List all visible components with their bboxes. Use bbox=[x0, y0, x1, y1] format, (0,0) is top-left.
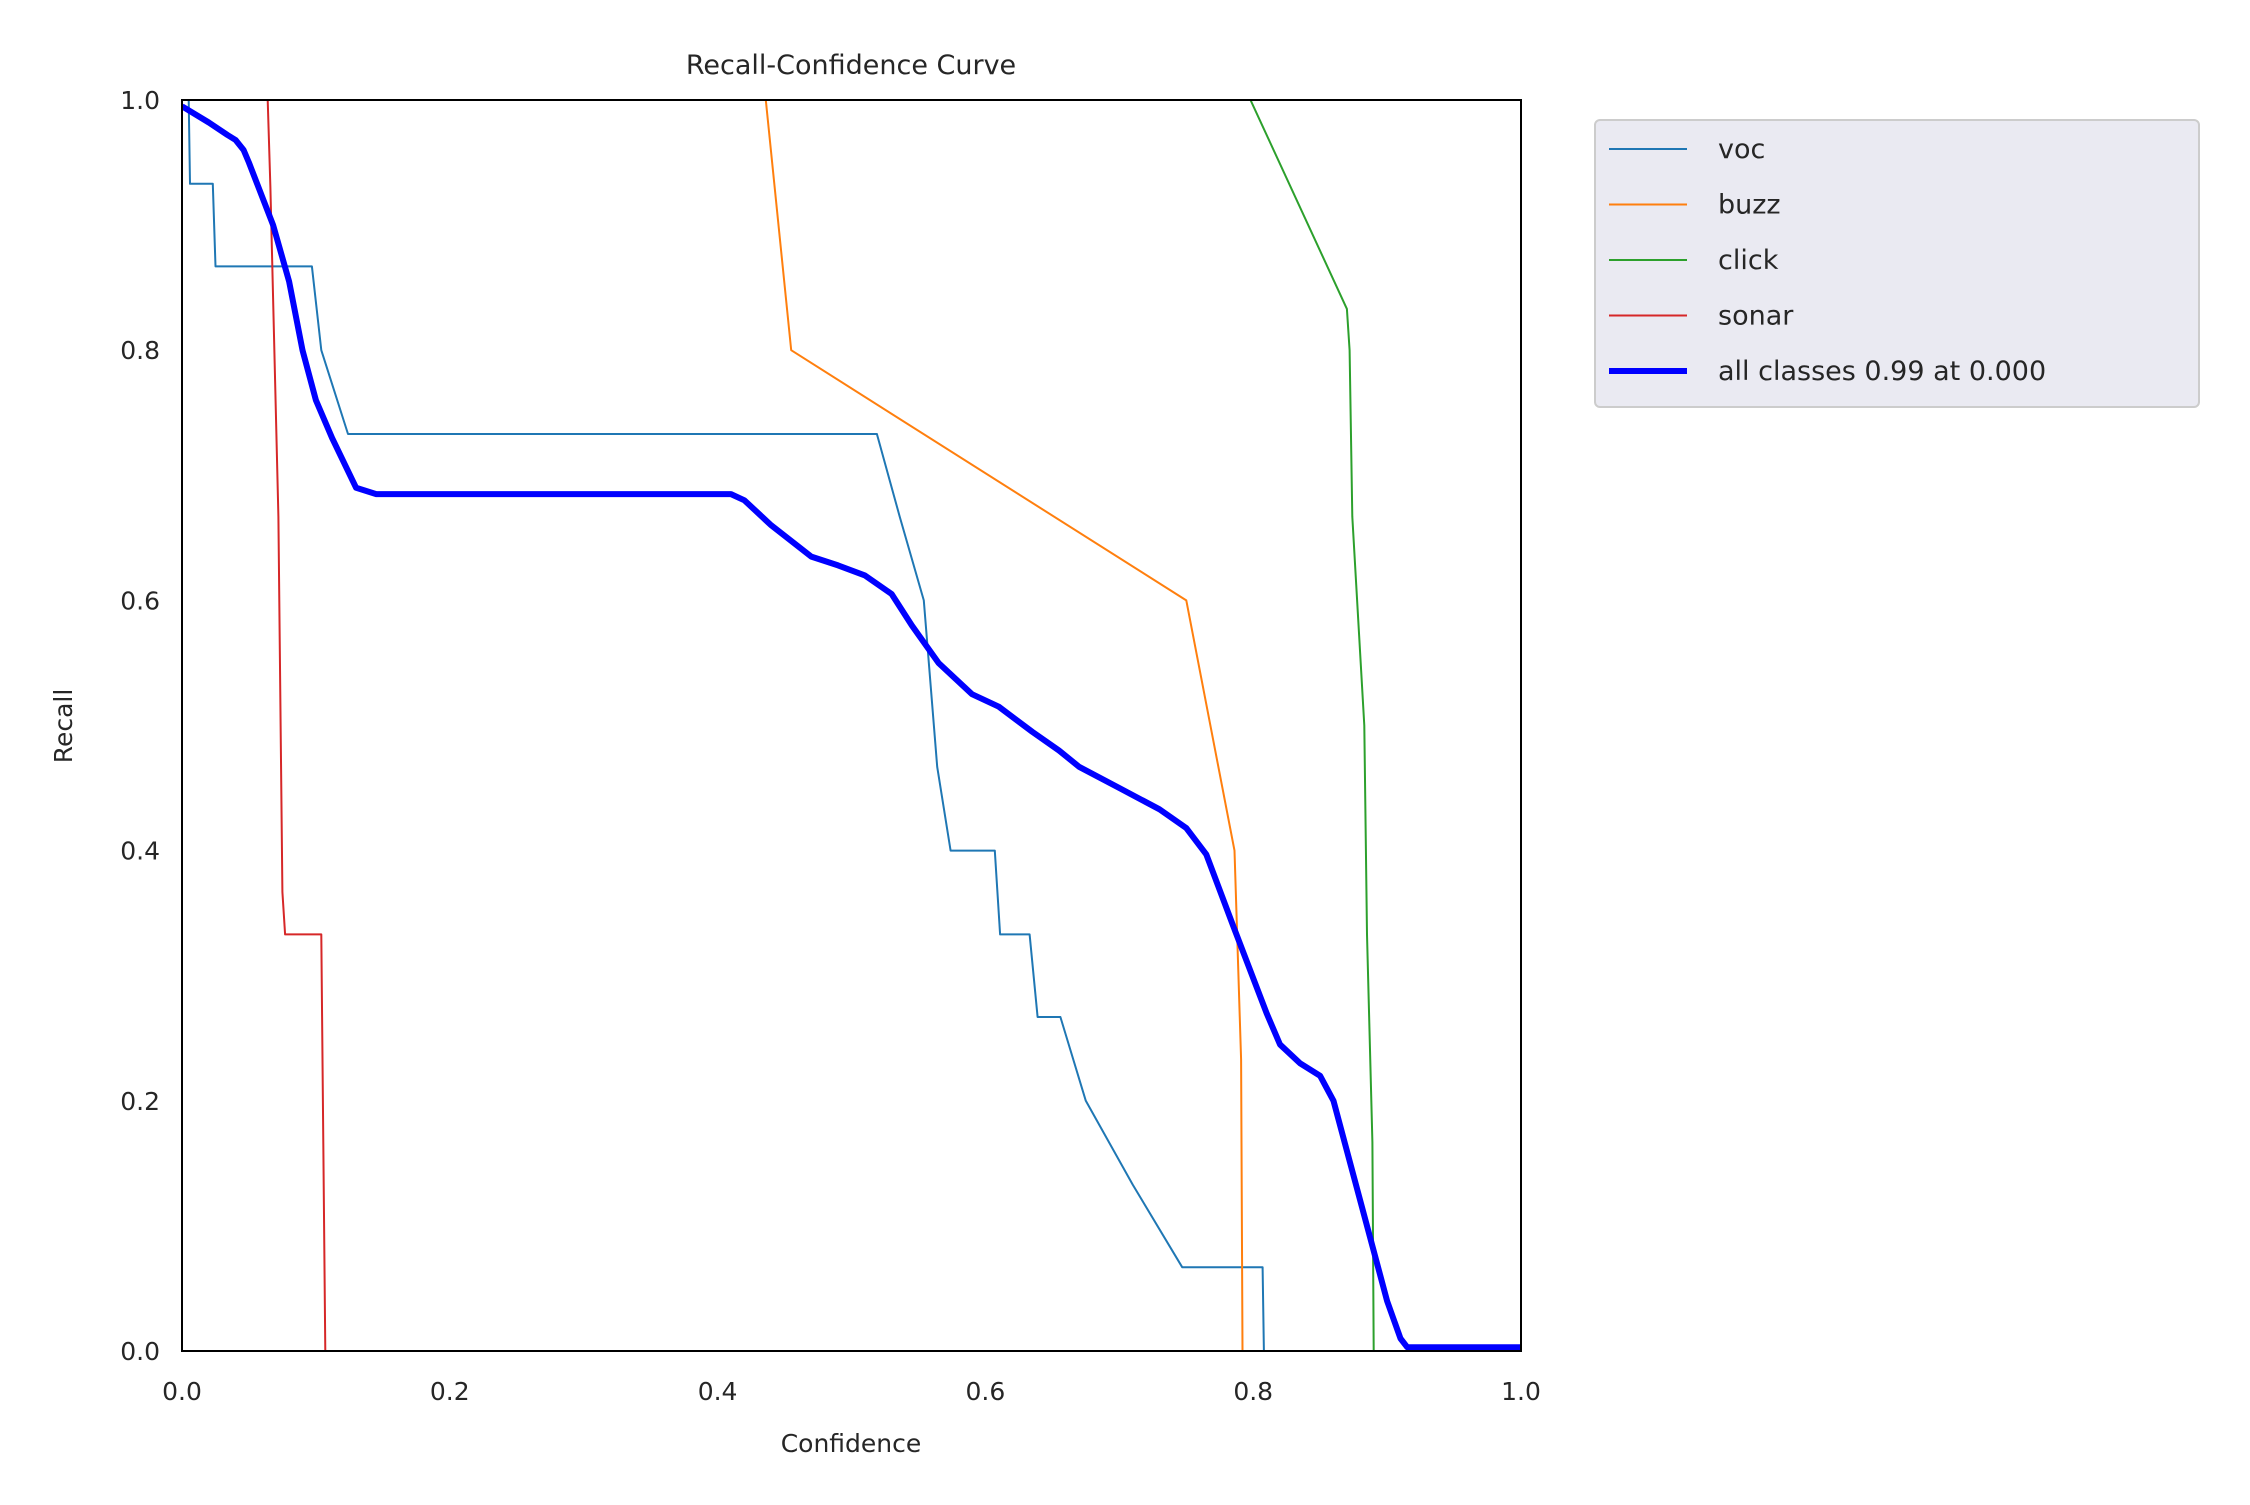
y-axis-label: Recall bbox=[49, 689, 78, 764]
y-tick-label: 0.0 bbox=[120, 1337, 160, 1366]
y-tick-label: 1.0 bbox=[120, 86, 160, 115]
x-tick-label: 1.0 bbox=[1501, 1377, 1541, 1406]
legend-label: click bbox=[1718, 245, 1779, 276]
legend-label: all classes 0.99 at 0.000 bbox=[1718, 356, 2046, 387]
legend-label: voc bbox=[1718, 134, 1765, 165]
legend-label: sonar bbox=[1718, 301, 1794, 332]
series-line-click bbox=[1249, 100, 1521, 1351]
legend-label: buzz bbox=[1718, 190, 1781, 221]
y-tick-label: 0.6 bbox=[120, 586, 160, 615]
x-tick-label: 0.0 bbox=[162, 1377, 202, 1406]
series-line-sonar bbox=[266, 100, 1521, 1351]
y-tick-label: 0.4 bbox=[120, 837, 160, 866]
plot-frame bbox=[181, 99, 1522, 1352]
y-tick-label: 0.2 bbox=[120, 1087, 160, 1116]
x-tick-label: 0.8 bbox=[1233, 1377, 1273, 1406]
x-tick-label: 0.4 bbox=[698, 1377, 738, 1406]
x-tick-label: 0.2 bbox=[430, 1377, 470, 1406]
y-tick-label: 0.8 bbox=[120, 336, 160, 365]
legend-box bbox=[1594, 119, 2200, 408]
legend: voc buzz click sonar all classes 0.99 at 0.0… bbox=[1594, 119, 2200, 408]
x-axis-label: Confidence bbox=[781, 1429, 922, 1458]
series-line-all bbox=[182, 103, 1521, 1351]
x-tick-label: 0.6 bbox=[966, 1377, 1006, 1406]
series-line-buzz bbox=[764, 100, 1521, 1351]
series-line-voc bbox=[182, 100, 1521, 1351]
chart-title: Recall-Confidence Curve bbox=[686, 50, 1016, 81]
